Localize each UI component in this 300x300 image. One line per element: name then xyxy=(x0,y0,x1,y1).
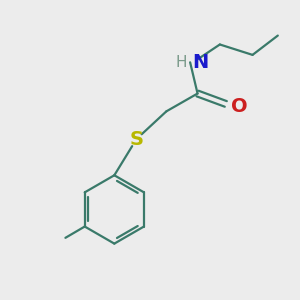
Text: N: N xyxy=(193,53,209,72)
Text: S: S xyxy=(130,130,144,149)
Text: O: O xyxy=(231,97,248,116)
Text: H: H xyxy=(175,55,187,70)
